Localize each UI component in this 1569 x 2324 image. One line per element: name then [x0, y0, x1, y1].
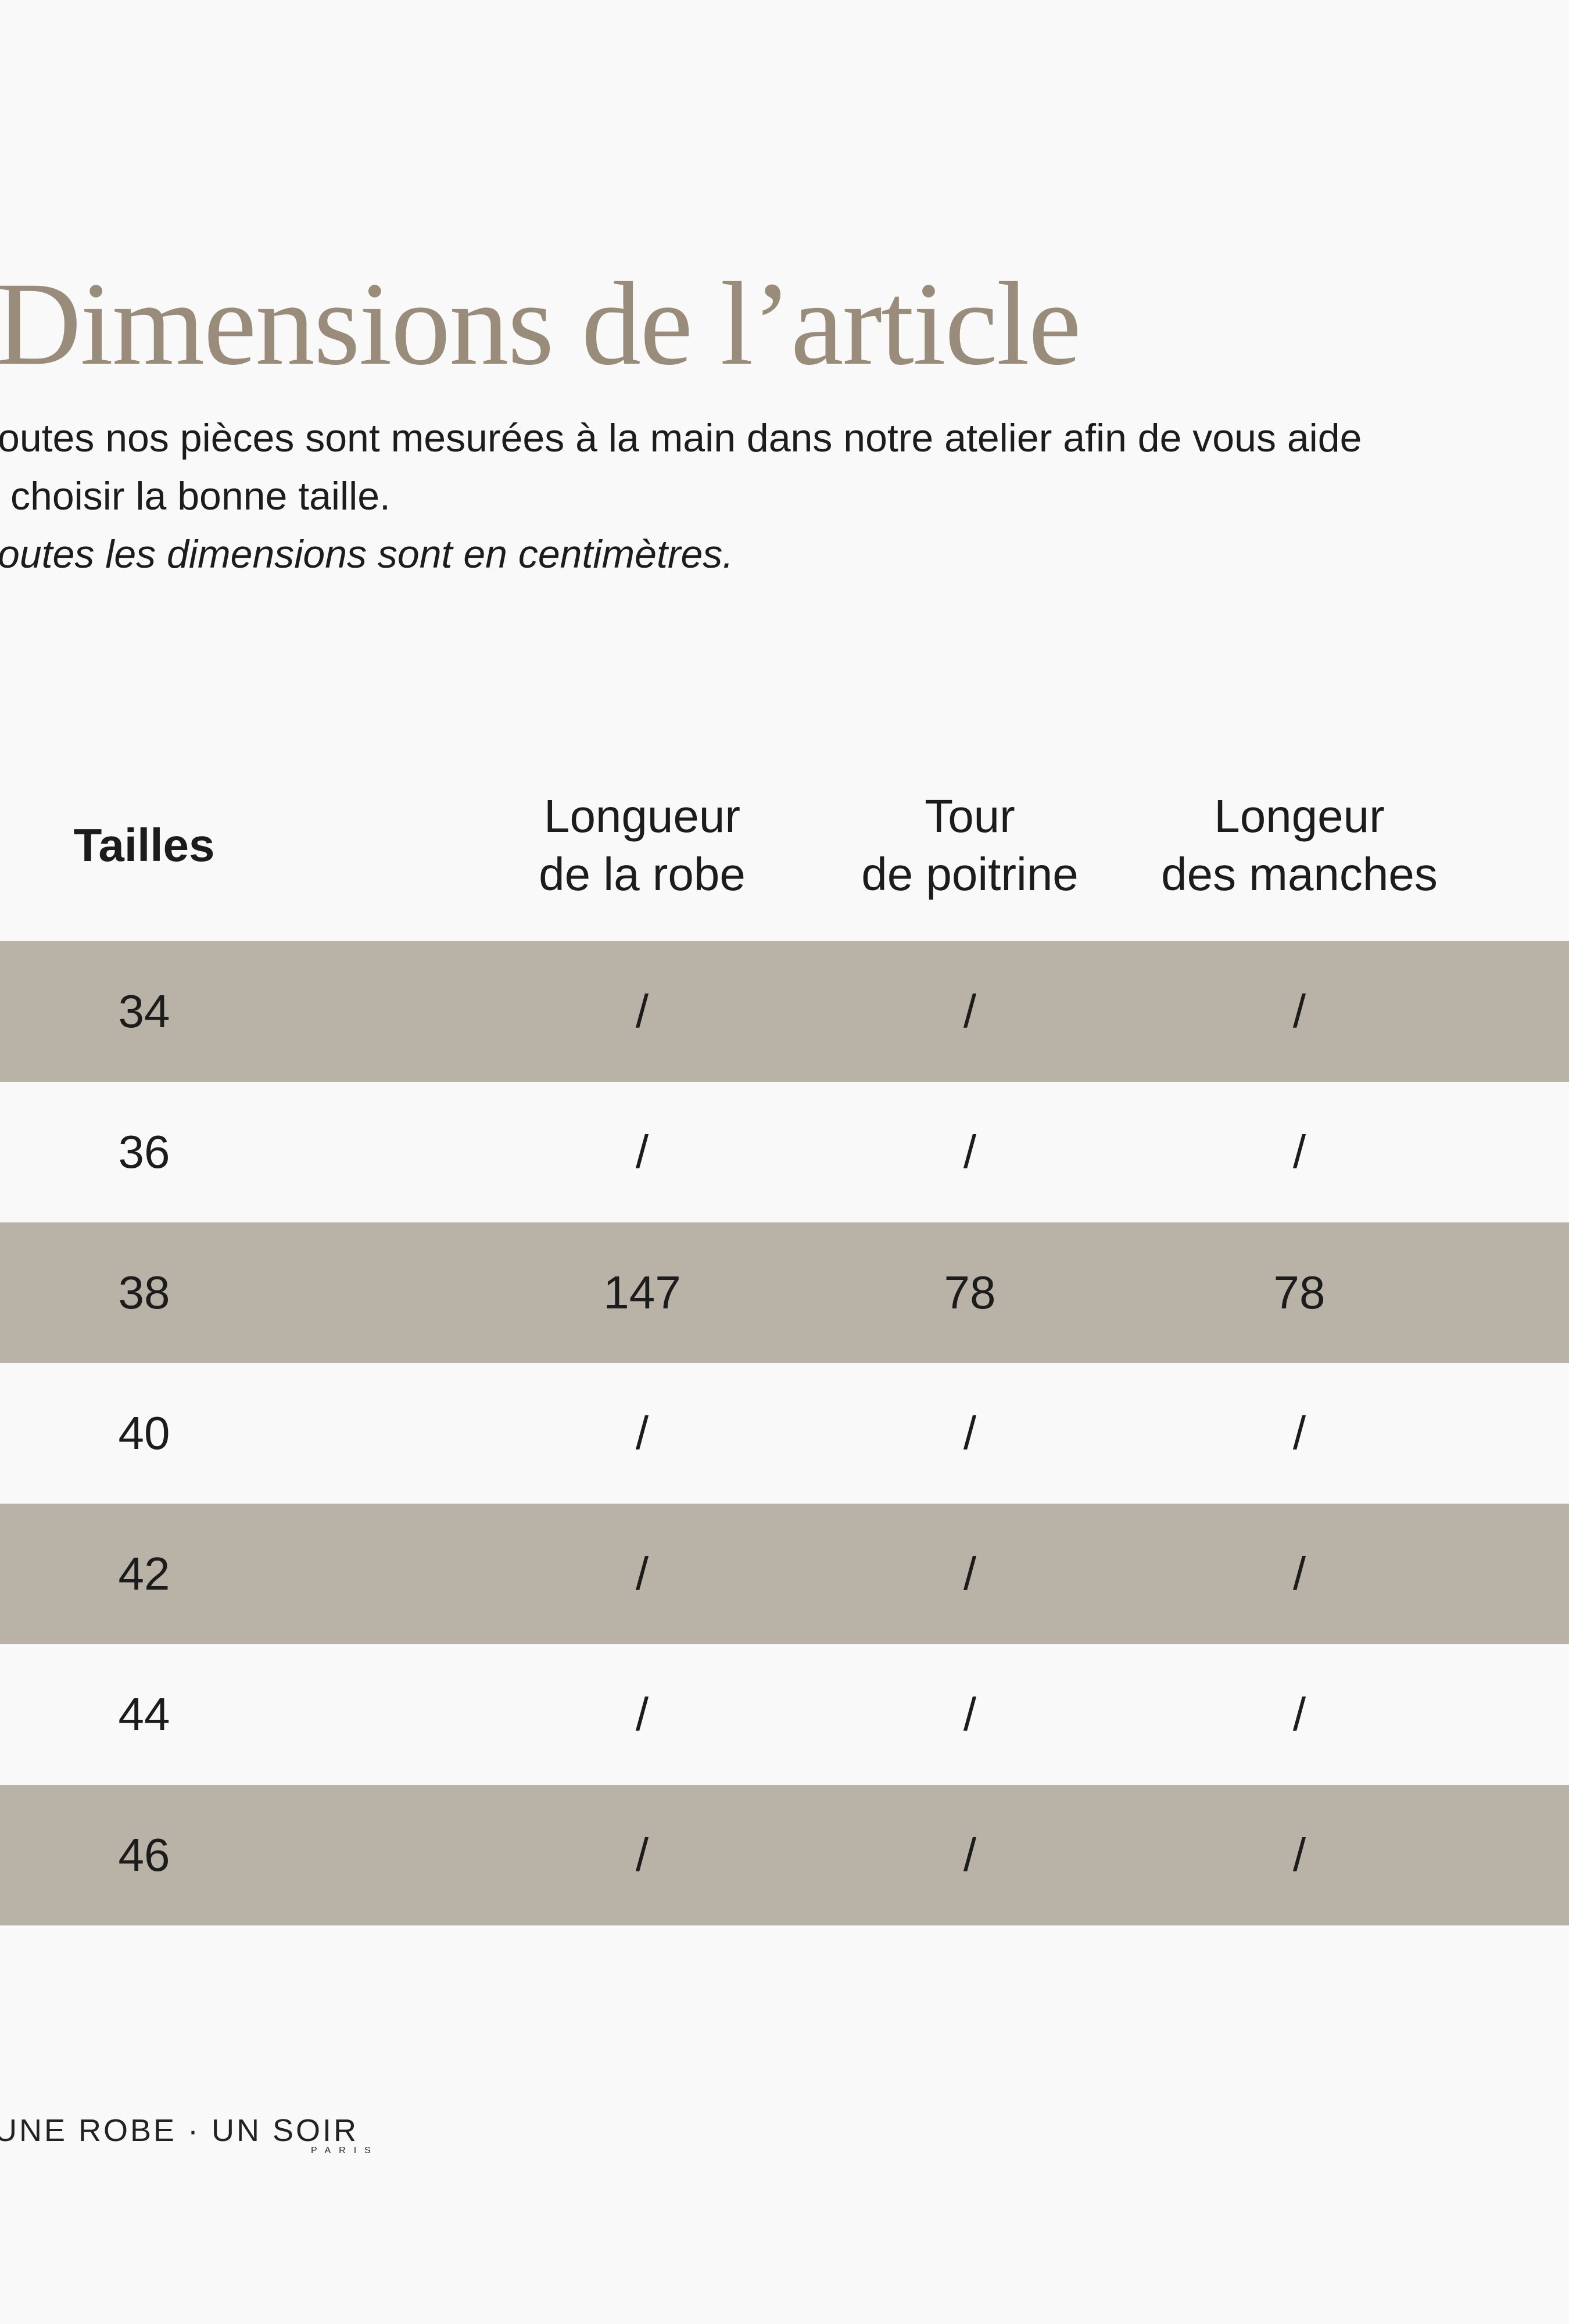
column-header: Longueur de la robe: [539, 787, 746, 903]
measure-cell: /: [1292, 1407, 1306, 1459]
header-line: des manches: [1161, 848, 1438, 900]
measure-cell: 78: [944, 1267, 996, 1318]
header-line: Tour: [925, 790, 1015, 842]
measure-cell: /: [963, 1548, 977, 1599]
intro-line: outes nos pièces sont mesurées à la main…: [0, 416, 1362, 460]
measure-cell: /: [1292, 1829, 1306, 1881]
size-cell: 44: [118, 1688, 170, 1740]
column-header: Tailles: [73, 816, 214, 874]
measure-cell: /: [635, 1126, 649, 1178]
size-cell: 46: [118, 1829, 170, 1881]
header-line: Tailles: [73, 819, 215, 871]
measure-cell: 78: [1273, 1267, 1326, 1318]
row-background: [0, 1222, 1569, 1363]
measure-cell: /: [1292, 1548, 1306, 1599]
measure-cell: /: [635, 1829, 649, 1881]
header-line: Longueur: [543, 790, 741, 842]
size-cell: 34: [118, 985, 170, 1037]
title: Dimensions de l’article: [0, 258, 1081, 390]
row-background: [0, 1504, 1569, 1644]
row-background: [0, 941, 1569, 1082]
size-cell: 38: [118, 1267, 170, 1318]
logo-sub: PARIS: [311, 2146, 379, 2156]
size-cell: 42: [118, 1548, 170, 1599]
note: outes les dimensions sont en centimètres…: [0, 532, 734, 576]
measure-cell: /: [635, 1407, 649, 1459]
logo: UNE ROBE · UN SOIR: [0, 2113, 359, 2148]
measure-cell: /: [963, 1126, 977, 1178]
size-cell: 40: [118, 1407, 170, 1459]
measure-cell: /: [635, 985, 649, 1037]
measure-cell: /: [1292, 985, 1306, 1037]
measure-cell: /: [635, 1548, 649, 1599]
column-header: Tour de poitrine: [861, 787, 1079, 903]
size-cell: 36: [118, 1126, 170, 1178]
measure-cell: /: [963, 1407, 977, 1459]
intro-line: choisir la bonne taille.: [10, 474, 391, 518]
row-background: [0, 1644, 1569, 1785]
row-background: [0, 1363, 1569, 1504]
header-line: Longeur: [1214, 790, 1385, 842]
row-background: [0, 1082, 1569, 1222]
measure-cell: 147: [603, 1267, 681, 1318]
measure-cell: /: [635, 1688, 649, 1740]
measure-cell: /: [1292, 1688, 1306, 1740]
row-background: [0, 1785, 1569, 1925]
measure-cell: /: [963, 1688, 977, 1740]
header-line: de poitrine: [861, 848, 1079, 900]
measure-cell: /: [1292, 1126, 1306, 1178]
measure-cell: /: [963, 1829, 977, 1881]
header-line: de la robe: [539, 848, 746, 900]
measure-cell: /: [963, 985, 977, 1037]
column-header: Longeur des manches: [1161, 787, 1438, 903]
